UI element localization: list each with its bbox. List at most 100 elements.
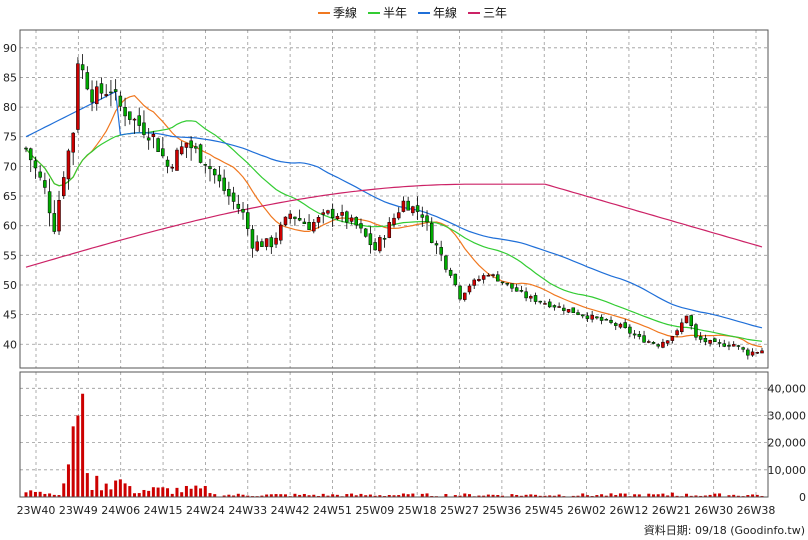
candle xyxy=(731,341,736,347)
candle xyxy=(547,298,552,309)
candle xyxy=(184,142,189,158)
candle xyxy=(47,178,52,227)
volume-bar xyxy=(760,495,764,497)
volume-bar xyxy=(137,493,141,497)
volume-bar xyxy=(557,494,561,497)
volume-bar xyxy=(387,494,391,497)
candle xyxy=(557,302,561,308)
volume-panel-frame xyxy=(19,371,769,498)
candle-body xyxy=(514,287,519,292)
candle-body xyxy=(52,213,57,232)
x-tick-label: 25W45 xyxy=(525,504,564,517)
candle xyxy=(260,238,264,247)
candle-body xyxy=(349,217,354,222)
volume-bar xyxy=(595,495,599,497)
volume-bar xyxy=(453,495,457,497)
ma-line-13 xyxy=(25,95,763,348)
candle xyxy=(661,338,665,349)
volume-bar xyxy=(321,493,325,497)
candle xyxy=(293,216,297,226)
candle xyxy=(165,156,170,174)
candle xyxy=(95,80,99,111)
candle-body xyxy=(260,241,264,247)
candle-body xyxy=(741,347,745,350)
volume-bar xyxy=(189,488,193,497)
candle xyxy=(760,347,764,354)
volume-bar xyxy=(491,494,495,497)
x-tick-label: 24W33 xyxy=(228,504,267,517)
volume-bar xyxy=(425,493,429,497)
candle-body xyxy=(71,132,75,153)
candle-body xyxy=(151,134,156,137)
candle-body xyxy=(496,274,500,282)
candle xyxy=(231,186,236,210)
candle xyxy=(713,337,717,343)
volume-bar xyxy=(227,494,231,497)
candle-body xyxy=(85,72,90,90)
volume-bar xyxy=(85,473,89,497)
volume-bar xyxy=(713,493,717,497)
candle xyxy=(415,196,420,220)
candle xyxy=(387,217,392,239)
candle xyxy=(694,322,698,341)
volume-bar xyxy=(529,494,533,497)
candle xyxy=(717,339,722,348)
candle xyxy=(71,131,75,166)
candle-body xyxy=(330,208,335,218)
volume-bar xyxy=(33,491,37,497)
candle-body xyxy=(637,334,642,337)
candle xyxy=(132,117,137,134)
candle xyxy=(656,343,660,349)
candle xyxy=(345,210,349,229)
volume-bar xyxy=(326,495,330,497)
candle xyxy=(481,273,486,284)
volume-bar xyxy=(199,488,203,497)
volume-bar xyxy=(576,495,580,497)
candle xyxy=(321,208,325,224)
candle-body xyxy=(415,205,420,212)
volume-bar xyxy=(114,480,118,497)
candle xyxy=(458,285,462,301)
candle-body xyxy=(642,335,646,343)
candle-body xyxy=(269,237,274,248)
candle-body xyxy=(283,216,288,225)
candle xyxy=(736,344,741,350)
candle xyxy=(566,309,571,314)
candle-body xyxy=(467,285,472,293)
candle xyxy=(80,54,85,79)
price-tick-label: 70 xyxy=(3,160,17,173)
candle xyxy=(274,232,278,249)
volume-bar xyxy=(29,490,33,497)
candle-body xyxy=(123,106,127,117)
volume-bar xyxy=(552,495,556,497)
candle-body xyxy=(533,295,538,302)
candle xyxy=(363,228,368,238)
candle-body xyxy=(731,344,736,347)
candle xyxy=(52,200,57,235)
volume-bar xyxy=(38,491,42,497)
candle-body xyxy=(755,352,760,354)
candle-body xyxy=(585,315,590,319)
candle-body xyxy=(613,323,618,326)
candle-body xyxy=(557,306,561,308)
candle xyxy=(335,213,340,221)
volume-bar xyxy=(534,494,538,497)
volume-bar xyxy=(364,495,368,497)
volume-bar xyxy=(524,494,528,497)
candle-body xyxy=(57,199,61,232)
volume-bar xyxy=(208,493,212,497)
volume-bar xyxy=(600,494,604,497)
volume-bar xyxy=(283,494,287,497)
volume-bar xyxy=(406,494,410,497)
legend-label: 季線 xyxy=(333,5,357,20)
candle-body xyxy=(708,339,712,344)
volume-bar xyxy=(486,494,490,497)
volume-bar xyxy=(76,415,80,497)
candle xyxy=(510,283,514,293)
x-tick-label: 25W09 xyxy=(355,504,394,517)
volume-bar xyxy=(746,495,750,497)
candle-body xyxy=(595,316,599,319)
candle xyxy=(283,216,288,227)
volume-bar xyxy=(354,495,358,497)
candle-body xyxy=(623,322,627,328)
